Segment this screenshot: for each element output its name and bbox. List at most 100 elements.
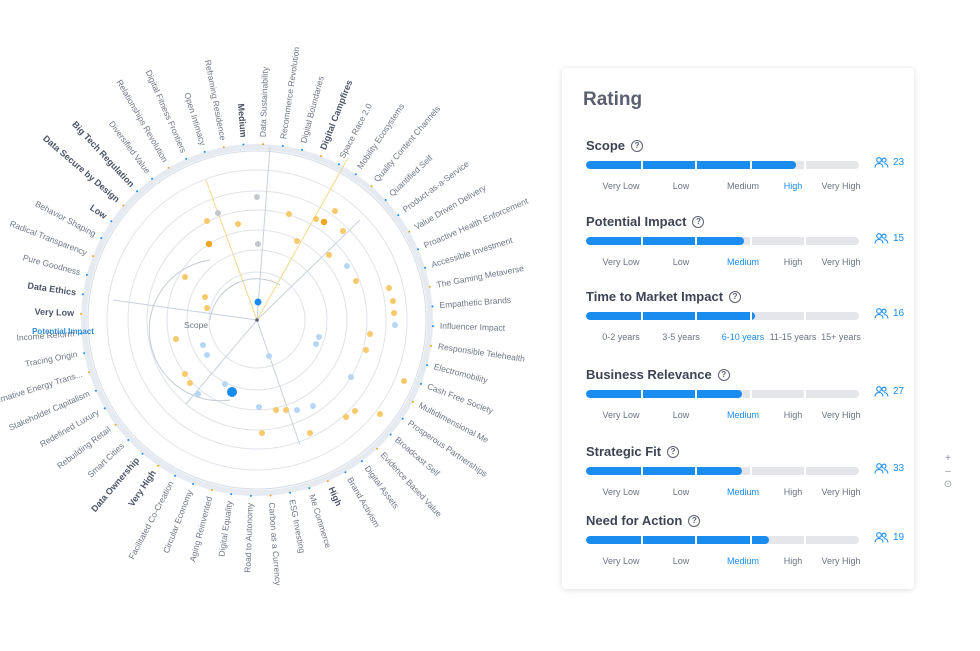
vote-count-value: 27 <box>893 386 905 397</box>
scale-option[interactable]: Very Low <box>602 487 640 497</box>
category-tick <box>281 144 284 147</box>
scale-option[interactable]: 15+ years <box>821 332 861 342</box>
scale-option[interactable]: High <box>783 556 803 566</box>
category-label[interactable]: Aging Reinvented <box>187 495 214 563</box>
category-label[interactable]: Reframing Residence <box>203 59 228 141</box>
zoom-in-button[interactable]: + <box>945 453 951 464</box>
radar-svg[interactable]: Data Sustainability Recommerce Revolution… <box>0 0 560 651</box>
category-label[interactable]: Carbon as a Currency <box>267 502 283 586</box>
scale-option[interactable]: Low <box>672 556 690 566</box>
category-label[interactable]: Tracing Origin <box>24 349 78 369</box>
scale-option[interactable]: Low <box>672 487 690 497</box>
scale-option[interactable]: Medium <box>726 257 760 267</box>
category-label[interactable]: Prosperous Partnerships <box>406 418 489 479</box>
scale-option[interactable]: Very Low <box>602 181 640 191</box>
category-label[interactable]: Empathetic Brands <box>439 295 511 310</box>
category-label[interactable]: Big Tech Regulation <box>70 119 136 189</box>
category-label[interactable]: Data Secure by Design <box>41 133 122 204</box>
scale-option[interactable]: Low <box>672 410 690 420</box>
scale-option[interactable]: Very High <box>821 181 861 191</box>
rating-bar-fill <box>586 390 742 398</box>
category-tick <box>384 199 387 201</box>
help-icon[interactable]: ? <box>692 215 705 228</box>
vote-count[interactable]: 27 <box>874 386 904 397</box>
vote-count[interactable]: 16 <box>874 308 904 319</box>
scale-option[interactable]: High <box>783 487 803 497</box>
scale-option[interactable]: 11-15 years <box>769 332 817 342</box>
criterion-header: Time to Market Impact? <box>586 289 742 304</box>
rating-bar[interactable] <box>586 467 859 475</box>
category-label[interactable]: Low <box>88 203 109 222</box>
scale-option[interactable]: Low <box>672 257 690 267</box>
scale-option[interactable]: Medium <box>726 181 760 191</box>
radar-chart[interactable]: Data Sustainability Recommerce Revolution… <box>0 0 560 651</box>
zoom-reset-button[interactable]: ⊙ <box>943 479 953 490</box>
category-label[interactable]: Medium <box>236 103 249 138</box>
radar-ring-2 <box>146 209 368 431</box>
category-label[interactable]: Influencer Impact <box>440 321 506 333</box>
category-label[interactable]: Digital Equality <box>216 499 234 557</box>
category-label[interactable]: The Gaming Metaverse <box>436 263 525 290</box>
trend-dot <box>310 403 316 409</box>
scale-option[interactable]: 6-10 years <box>721 332 765 342</box>
scale-option[interactable]: High <box>783 181 803 191</box>
vote-count[interactable]: 19 <box>874 532 904 543</box>
category-label[interactable]: Proactive Health Enforcement <box>422 195 530 250</box>
scale-option[interactable]: Very High <box>821 257 861 267</box>
category-label[interactable]: Data Ethics <box>27 280 77 297</box>
category-label[interactable]: Very Low <box>34 307 75 318</box>
scale-option[interactable]: Very Low <box>602 257 640 267</box>
bar-divider <box>804 467 807 475</box>
scale-option[interactable]: Very High <box>821 487 861 497</box>
scale-option[interactable]: Very High <box>821 410 861 420</box>
scale-option[interactable]: High <box>783 257 803 267</box>
scale-option[interactable]: Low <box>672 181 690 191</box>
scale-option[interactable]: 0-2 years <box>602 332 640 342</box>
category-label[interactable]: Responsible Telehealth <box>437 341 526 364</box>
rating-bar[interactable] <box>586 237 859 245</box>
category-label[interactable]: Electromobility <box>433 361 490 385</box>
category-label[interactable]: Evidence Based Value <box>379 450 444 519</box>
rating-bar[interactable] <box>586 312 859 320</box>
zoom-out-button[interactable]: – <box>945 466 951 477</box>
rating-bar[interactable] <box>586 536 859 544</box>
category-label[interactable]: Road to Autonomy <box>242 502 254 573</box>
vote-count[interactable]: 23 <box>874 157 904 168</box>
scale-option[interactable]: High <box>783 410 803 420</box>
vote-count[interactable]: 15 <box>874 233 904 244</box>
scale-option[interactable]: Very High <box>821 556 861 566</box>
category-label[interactable]: Open Intimacy <box>182 91 208 147</box>
rating-scale: Very Low Low Medium High Very High <box>586 257 876 271</box>
criterion-header: Strategic Fit? <box>586 444 680 459</box>
category-label[interactable]: Income Reform <box>16 328 75 342</box>
category-label[interactable]: Digital Boundaries <box>298 75 325 144</box>
vote-count-value: 33 <box>893 463 905 474</box>
scale-option[interactable]: Medium <box>726 556 760 566</box>
vote-count[interactable]: 33 <box>874 463 904 474</box>
category-label[interactable]: Very High <box>126 468 158 508</box>
category-label[interactable]: Me Commerce <box>307 493 333 549</box>
scale-option[interactable]: Medium <box>726 410 760 420</box>
scale-option[interactable]: Very Low <box>602 410 640 420</box>
category-label[interactable]: Pure Goodness <box>22 252 82 277</box>
help-icon[interactable]: ? <box>667 445 680 458</box>
category-tick <box>376 447 378 450</box>
bar-divider <box>804 161 807 169</box>
category-tick <box>417 248 420 251</box>
trend-dot <box>273 407 279 413</box>
category-label[interactable]: High <box>327 485 344 507</box>
category-label[interactable]: Data Sustainability <box>258 66 270 137</box>
help-icon[interactable]: ? <box>631 139 644 152</box>
category-label[interactable]: Recommerce Revolution <box>278 46 302 140</box>
help-icon[interactable]: ? <box>729 290 742 303</box>
radar-sector-line-0 <box>256 146 271 321</box>
rating-bar[interactable] <box>586 390 859 398</box>
rating-bar[interactable] <box>586 161 859 169</box>
help-icon[interactable]: ? <box>688 514 701 527</box>
scale-option[interactable]: Medium <box>726 487 760 497</box>
help-icon[interactable]: ? <box>717 368 730 381</box>
scale-option[interactable]: Very Low <box>602 556 640 566</box>
scale-option[interactable]: 3-5 years <box>662 332 700 342</box>
category-tick <box>127 439 130 441</box>
category-label[interactable]: ESG Investing <box>287 499 307 555</box>
